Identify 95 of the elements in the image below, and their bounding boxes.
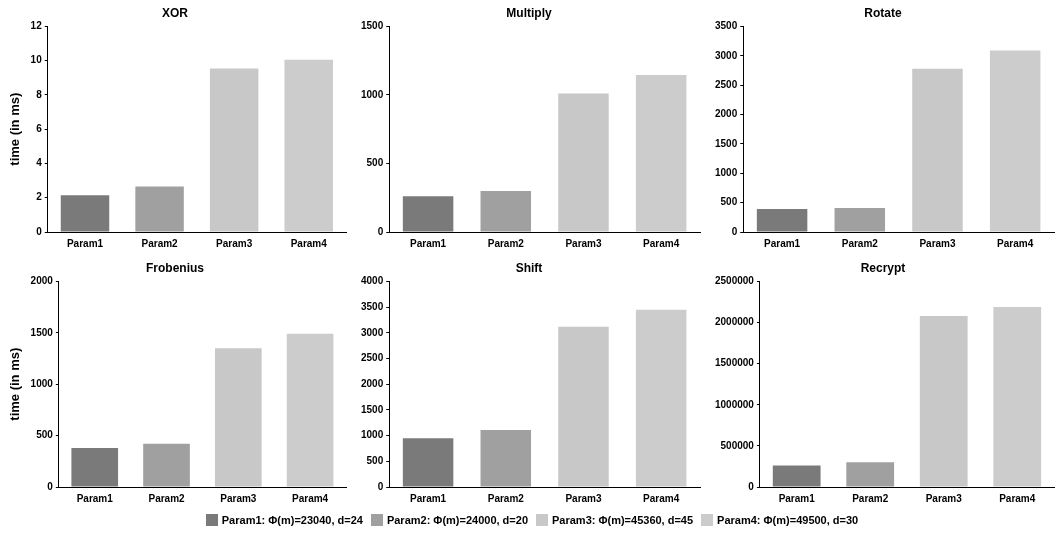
- x-tick-label: Param3: [216, 237, 253, 249]
- x-tick-label: Param2: [841, 237, 879, 249]
- y-tick-label: 1000: [715, 167, 738, 179]
- bar: [834, 207, 886, 232]
- x-tick-label: Param3: [925, 492, 963, 504]
- y-tick-label: 2000: [715, 108, 738, 120]
- x-tick-label: Param1: [764, 237, 801, 249]
- legend-label: Param2: Φ(m)=24000, d=20: [386, 514, 528, 526]
- y-tick-label: 1500: [30, 326, 54, 338]
- bar: [286, 333, 334, 487]
- bar: [558, 93, 609, 232]
- bar: [756, 209, 808, 232]
- y-axis-title: time (in ms): [7, 92, 23, 166]
- chart-title: Frobenius: [145, 260, 205, 275]
- y-tick-label: 2000000: [714, 316, 755, 328]
- y-tick-label: 1500: [361, 403, 384, 415]
- x-tick-label: Param3: [565, 492, 602, 504]
- bar: [912, 68, 963, 232]
- y-tick-label: 2500: [715, 78, 738, 90]
- x-tick-label: Param2: [487, 492, 525, 504]
- chart-title: XOR: [161, 5, 189, 20]
- chart-title: Multiply: [506, 5, 552, 20]
- y-tick-label: 3000: [715, 49, 738, 61]
- x-tick-label: Param4: [643, 492, 680, 504]
- bar: [480, 429, 532, 487]
- bar: [635, 309, 687, 487]
- y-tick-label: 2000: [30, 275, 54, 287]
- y-axis-title: time (in ms): [7, 347, 23, 421]
- y-tick-label: 0: [47, 480, 54, 492]
- x-tick-label: Param2: [487, 237, 525, 249]
- y-tick-label: 500: [366, 455, 384, 467]
- y-tick-label: 1500: [715, 137, 738, 149]
- y-tick-label: 4: [36, 157, 43, 169]
- x-tick-label: Param4: [997, 237, 1034, 249]
- y-tick-label: 1500: [361, 20, 384, 32]
- bar: [558, 326, 609, 487]
- y-tick-label: 3500: [361, 300, 384, 312]
- x-tick-label: Param2: [148, 492, 186, 504]
- y-tick-label: 1500000: [714, 357, 755, 369]
- y-tick-label: 500000: [720, 439, 755, 451]
- x-tick-label: Param1: [410, 492, 447, 504]
- bar: [989, 50, 1041, 232]
- y-tick-label: 3000: [361, 326, 384, 338]
- bar: [143, 443, 190, 487]
- x-tick-label: Param1: [410, 237, 447, 249]
- bar: [209, 68, 259, 232]
- x-tick-label: Param1: [76, 492, 114, 504]
- x-tick-label: Param3: [220, 492, 257, 504]
- y-tick-label: 12: [30, 20, 43, 32]
- bar: [284, 59, 333, 232]
- y-tick-label: 0: [731, 225, 738, 237]
- legend-label: Param4: Φ(m)=49500, d=30: [717, 514, 859, 526]
- bar: [480, 190, 532, 232]
- bar: [60, 195, 110, 232]
- bar: [635, 75, 687, 232]
- y-tick-label: 0: [36, 225, 43, 237]
- y-tick-label: 1000000: [714, 398, 755, 410]
- x-tick-label: Param4: [999, 492, 1036, 504]
- x-tick-label: Param2: [141, 237, 179, 249]
- y-tick-label: 1000: [361, 429, 384, 441]
- x-tick-label: Param4: [290, 237, 328, 249]
- y-tick-label: 500: [366, 157, 384, 169]
- y-tick-label: 2: [36, 191, 43, 203]
- y-tick-label: 2500000: [714, 275, 755, 287]
- y-tick-label: 8: [36, 88, 43, 100]
- legend-label: Param1: Φ(m)=23040, d=24: [221, 514, 363, 526]
- chart-title: Shift: [515, 260, 543, 275]
- bar: [135, 186, 184, 232]
- x-tick-label: Param3: [919, 237, 956, 249]
- x-tick-label: Param4: [292, 492, 329, 504]
- y-tick-label: 0: [377, 480, 384, 492]
- x-tick-label: Param3: [565, 237, 602, 249]
- bar: [71, 447, 119, 487]
- x-tick-label: Param1: [778, 492, 816, 504]
- y-tick-label: 0: [748, 480, 755, 492]
- x-tick-label: Param1: [66, 237, 104, 249]
- y-tick-label: 0: [377, 225, 384, 237]
- y-tick-label: 500: [720, 196, 738, 208]
- y-tick-label: 2500: [361, 352, 384, 364]
- bar: [402, 196, 454, 232]
- y-tick-label: 6: [36, 122, 43, 134]
- y-tick-label: 500: [36, 429, 54, 441]
- y-tick-label: 2000: [361, 377, 384, 389]
- chart-title: Rotate: [864, 5, 902, 20]
- y-tick-label: 4000: [361, 275, 384, 287]
- bar: [214, 348, 262, 487]
- chart-title: Recrypt: [860, 260, 906, 275]
- legend-label: Param3: Φ(m)=45360, d=45: [552, 514, 694, 526]
- y-tick-label: 3500: [715, 20, 738, 32]
- x-tick-label: Param2: [852, 492, 889, 504]
- y-tick-label: 1000: [361, 88, 384, 100]
- y-tick-label: 1000: [30, 377, 54, 389]
- x-tick-label: Param4: [643, 237, 680, 249]
- y-tick-label: 10: [30, 54, 43, 66]
- bar: [402, 438, 454, 487]
